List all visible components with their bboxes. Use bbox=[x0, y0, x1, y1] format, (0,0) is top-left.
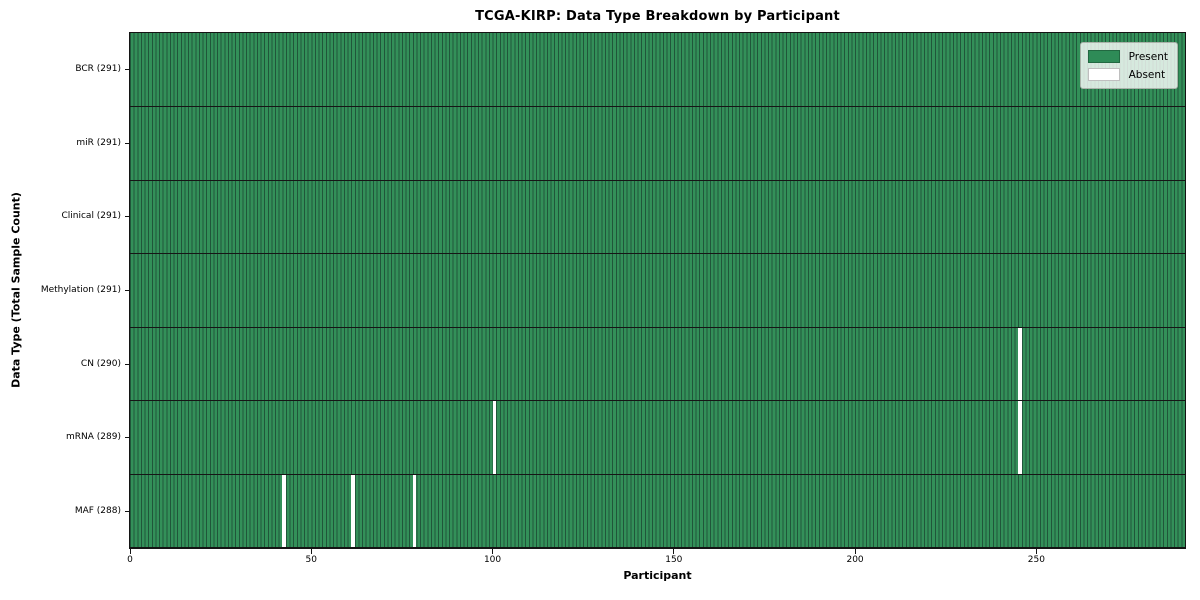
y-tick-mark bbox=[125, 142, 130, 144]
x-tick-label: 150 bbox=[665, 555, 683, 565]
row-separator bbox=[130, 400, 1185, 402]
legend-label-present: Present bbox=[1128, 50, 1168, 63]
row-separator bbox=[130, 253, 1185, 255]
x-tick-label: 100 bbox=[483, 555, 502, 565]
y-tick-label: Clinical (291) bbox=[61, 211, 121, 222]
y-tick-mark bbox=[125, 510, 130, 512]
y-tick-label: Methylation (291) bbox=[40, 285, 121, 295]
y-tick-mark bbox=[125, 437, 130, 439]
y-tick-label: mRNA (289) bbox=[66, 432, 121, 443]
row-separator bbox=[130, 106, 1185, 108]
chart-title: TCGA-KIRP: Data Type Breakdown by Partic… bbox=[475, 9, 840, 24]
absent-gap-mRNA bbox=[492, 400, 497, 475]
x-tick-label: 50 bbox=[305, 555, 317, 565]
absent-gap-CN bbox=[1018, 327, 1022, 401]
x-tick-mark bbox=[310, 549, 312, 554]
x-tick-mark bbox=[129, 549, 131, 554]
legend: Present Absent bbox=[1079, 42, 1178, 89]
x-axis-label: Participant bbox=[623, 569, 692, 582]
absent-gap-MAF bbox=[412, 474, 417, 548]
x-tick-label: 250 bbox=[1027, 555, 1045, 565]
x-tick-mark bbox=[673, 549, 675, 554]
legend-label-absent: Absent bbox=[1128, 68, 1166, 81]
y-tick-mark bbox=[125, 216, 130, 218]
legend-swatch-absent-icon bbox=[1087, 68, 1120, 81]
y-tick-mark bbox=[125, 290, 130, 291]
legend-item-present: Present bbox=[1087, 50, 1168, 63]
plot-area: Present Absent bbox=[130, 33, 1185, 548]
x-tick-label: 200 bbox=[846, 555, 864, 565]
y-tick-mark bbox=[125, 363, 130, 365]
y-tick-label: BCR (291) bbox=[75, 64, 121, 75]
x-tick-label: 0 bbox=[127, 555, 133, 565]
x-tick-mark bbox=[854, 549, 856, 554]
y-tick-label: miR (291) bbox=[76, 137, 121, 148]
absent-gap-MAF bbox=[351, 474, 355, 548]
absent-gap-MAF bbox=[282, 474, 286, 548]
row-separator bbox=[130, 326, 1185, 328]
x-tick-mark bbox=[492, 549, 494, 554]
row-separator bbox=[130, 473, 1185, 475]
absent-gap-mRNA bbox=[1018, 400, 1022, 475]
y-tick-label: MAF (288) bbox=[74, 505, 121, 516]
legend-item-absent: Absent bbox=[1087, 68, 1168, 81]
y-tick-label: CN (290) bbox=[80, 358, 121, 369]
row-separator bbox=[130, 179, 1185, 181]
x-tick-mark bbox=[1035, 549, 1037, 554]
y-tick-mark bbox=[125, 69, 130, 71]
legend-swatch-present-icon bbox=[1087, 50, 1120, 63]
